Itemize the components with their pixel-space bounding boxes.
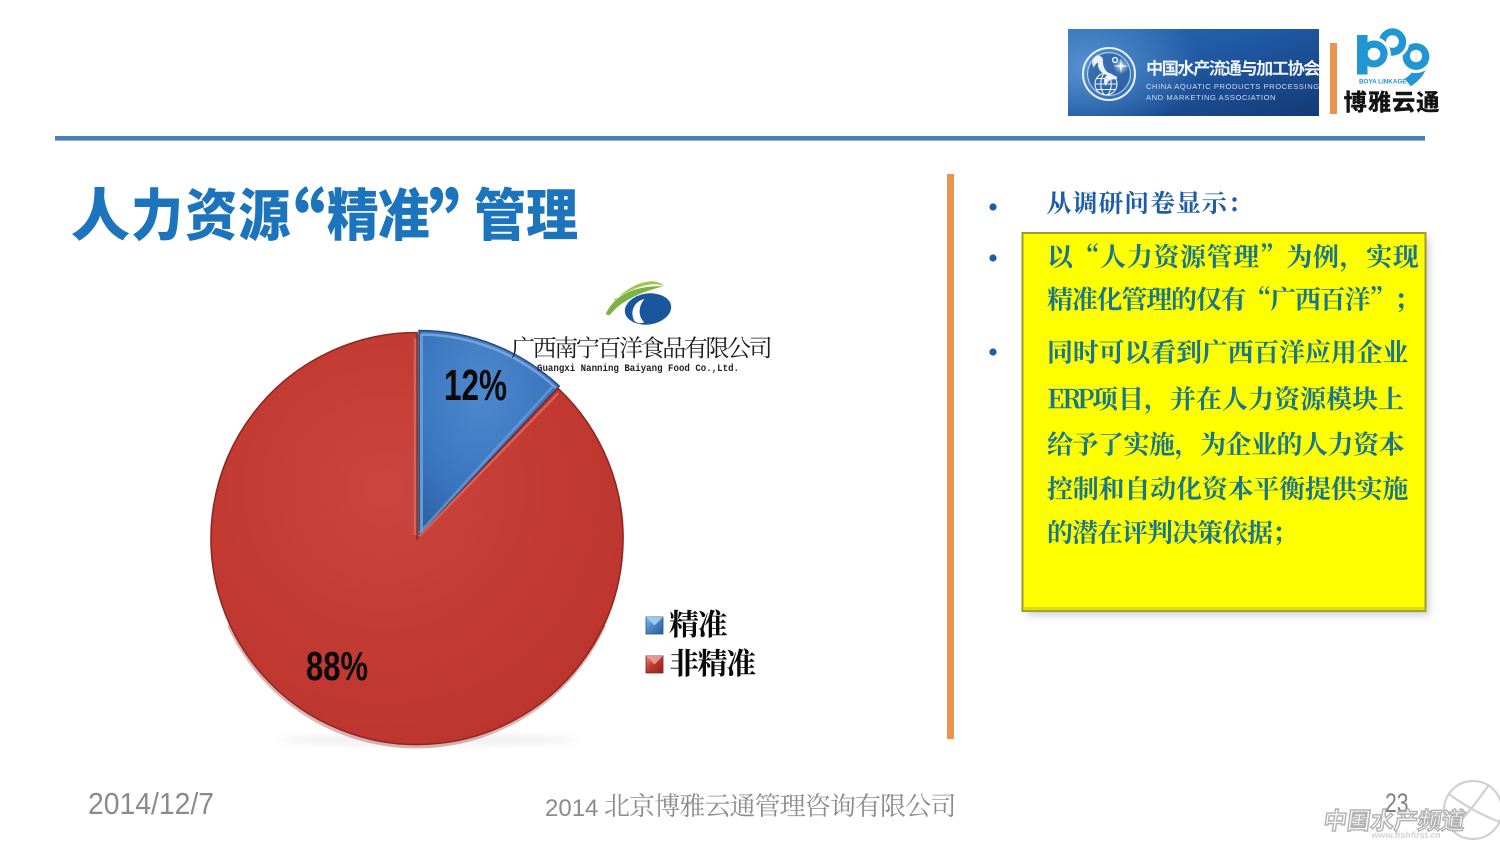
svg-text:AND MARKETING ASSOCIATION: AND MARKETING ASSOCIATION [1146, 93, 1276, 102]
svg-text:www.fishfirst.cn: www.fishfirst.cn [1370, 830, 1441, 840]
svg-text:BOYA LINKAGE: BOYA LINKAGE [1359, 79, 1406, 86]
svg-text:CHINA AQUATIC PRODUCTS PROCESS: CHINA AQUATIC PRODUCTS PROCESSING [1146, 82, 1320, 91]
svg-text:12%: 12% [444, 361, 507, 410]
svg-text:2014/12/7: 2014/12/7 [88, 787, 214, 821]
svg-text:23: 23 [1385, 788, 1409, 818]
svg-text:2014: 2014 [545, 795, 598, 822]
svg-text:Guangxi Nanning Baiyang Food C: Guangxi Nanning Baiyang Food Co.,Ltd. [537, 363, 739, 375]
svg-text:88%: 88% [306, 643, 368, 689]
